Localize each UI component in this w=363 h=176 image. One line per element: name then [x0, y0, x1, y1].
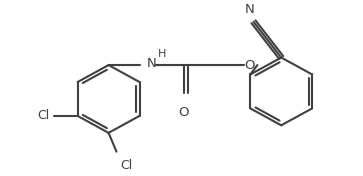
Text: H: H [158, 49, 167, 59]
Text: Cl: Cl [38, 109, 50, 122]
Text: N: N [245, 3, 254, 16]
Text: Cl: Cl [121, 159, 133, 172]
Text: O: O [179, 106, 189, 120]
Text: N: N [146, 57, 156, 70]
Text: O: O [244, 59, 255, 72]
